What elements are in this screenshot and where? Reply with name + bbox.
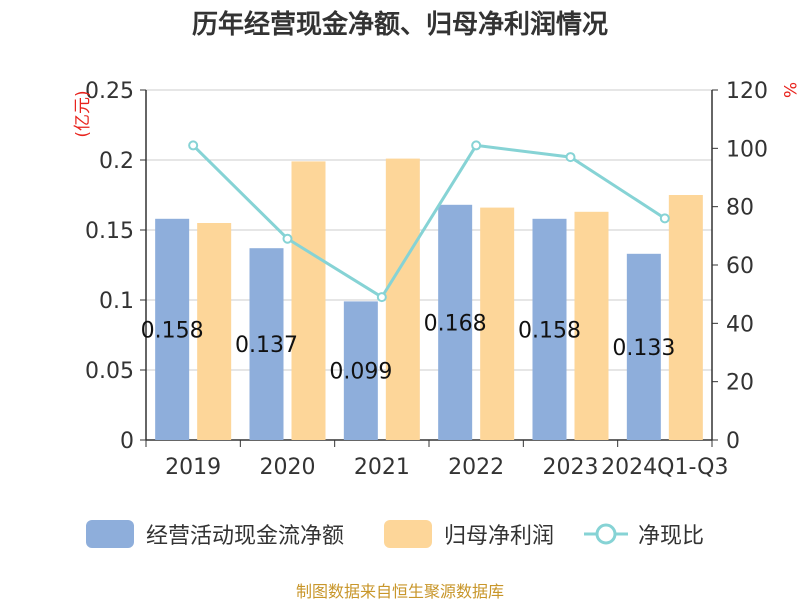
legend-label-cashflow: 经营活动现金流净额 [146, 524, 345, 549]
legend-swatch-net-profit [384, 520, 432, 548]
y2-tick-label: 40 [726, 312, 754, 337]
y-tick-label: 0.25 [85, 79, 134, 104]
x-tick-label: 2020 [260, 455, 316, 480]
legend-swatch-cashflow [86, 520, 134, 548]
point-ratio [565, 152, 576, 163]
y2-tick-label: 60 [726, 254, 754, 279]
bar-net-profit [480, 207, 515, 440]
legend-item-cashflow[interactable]: 经营活动现金流净额 [86, 518, 344, 550]
bar-cashflow [249, 248, 284, 440]
point-ratio [376, 292, 387, 303]
y-axis-unit-label: (亿元) [73, 90, 93, 137]
data-label-cashflow: 0.099 [329, 360, 392, 385]
legend-label-net-profit: 归母净利润 [444, 524, 555, 549]
x-tick-label: 2021 [354, 455, 410, 480]
point-ratio [659, 213, 670, 224]
legend: 经营活动现金流净额 归母净利润 净现比 [0, 518, 800, 552]
point-ratio [282, 233, 293, 244]
legend-item-net-profit[interactable]: 归母净利润 [384, 518, 554, 550]
data-label-cashflow: 0.137 [235, 333, 298, 358]
y2-axis-unit-label: % [779, 82, 799, 98]
y-tick-label: 0.1 [99, 289, 134, 314]
bar-net-profit [291, 161, 326, 440]
y-tick-label: 0.15 [85, 219, 134, 244]
y-tick-label: 0.05 [85, 359, 134, 384]
y2-tick-label: 120 [726, 79, 768, 104]
y2-tick-label: 0 [726, 429, 740, 454]
y-tick-label: 0 [120, 429, 134, 454]
data-label-cashflow: 0.158 [518, 318, 581, 343]
x-tick-label: 2022 [448, 455, 504, 480]
y-tick-label: 0.2 [99, 149, 134, 174]
bar-net-profit [197, 223, 232, 440]
data-label-cashflow: 0.133 [612, 336, 675, 361]
footer-source: 制图数据来自恒生聚源数据库 [295, 582, 504, 601]
data-label-cashflow: 0.158 [141, 318, 204, 343]
chart-title: 历年经营现金净额、归母净利润情况 [191, 10, 608, 40]
data-label-cashflow: 0.168 [424, 311, 487, 336]
y2-tick-label: 20 [726, 371, 754, 396]
y2-tick-label: 100 [726, 137, 768, 162]
bar-cashflow [438, 204, 473, 440]
bar-cashflow [155, 218, 190, 440]
bar-cashflow [343, 301, 378, 440]
bar-cashflow [532, 218, 567, 440]
x-tick-label: 2024Q1-Q3 [601, 455, 728, 480]
x-tick-label: 2023 [543, 455, 599, 480]
bar-net-profit [385, 158, 420, 440]
legend-line-ratio-icon [584, 523, 628, 545]
point-ratio [188, 140, 199, 151]
y2-tick-label: 80 [726, 196, 754, 221]
legend-label-ratio: 净现比 [638, 524, 705, 549]
x-tick-label: 2019 [165, 455, 221, 480]
point-ratio [471, 140, 482, 151]
line-ratio [192, 143, 666, 300]
bar-net-profit [574, 211, 609, 440]
bar-net-profit [668, 195, 703, 440]
bar-cashflow [626, 253, 661, 440]
legend-item-ratio[interactable]: 净现比 [582, 518, 704, 550]
